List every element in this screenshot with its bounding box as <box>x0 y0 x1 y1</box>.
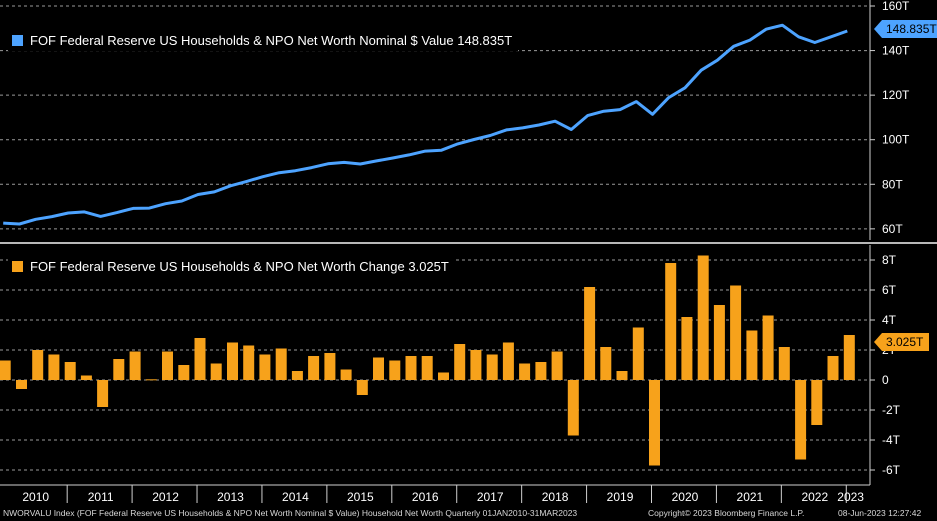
top-ytick-label: 80T <box>882 177 903 191</box>
x-tick-label: 2020 <box>672 490 699 504</box>
x-tick-label: 2012 <box>152 490 179 504</box>
change-bar <box>470 350 482 380</box>
change-bar <box>421 356 433 380</box>
footer-timestamp: 08-Jun-2023 12:27:42 <box>838 508 922 518</box>
change-bar <box>145 379 157 381</box>
x-tick-label: 2014 <box>282 490 309 504</box>
legend-bottom-swatch <box>12 260 23 272</box>
top-ytick-label: 60T <box>882 222 903 236</box>
legend-top-swatch <box>12 34 23 46</box>
legend-bottom-label: FOF Federal Reserve US Households & NPO … <box>30 258 449 274</box>
change-bar <box>64 362 76 380</box>
change-bar <box>713 305 725 380</box>
change-bar <box>227 342 238 380</box>
change-bar <box>649 380 660 466</box>
change-bar <box>600 347 612 380</box>
change-bar <box>632 327 644 380</box>
change-bar <box>616 371 628 380</box>
x-tick-label: 2011 <box>88 490 114 504</box>
change-bar <box>697 255 709 380</box>
x-tick-label: 2017 <box>477 490 504 504</box>
change-bar <box>486 354 498 380</box>
bottom-ytick-label: 4T <box>882 313 897 327</box>
change-bar <box>535 362 547 380</box>
change-bar <box>811 380 823 425</box>
bottom-panel: -6T-4T-2T02T4T6T8T <box>0 245 901 485</box>
bottom-ytick-label: 0 <box>882 373 889 387</box>
top-ytick-label: 100T <box>882 133 910 147</box>
change-bar <box>80 375 92 380</box>
change-bar <box>178 365 190 380</box>
change-bar <box>584 287 596 380</box>
bottom-ytick-label: 6T <box>882 283 897 297</box>
net-worth-line <box>3 23 848 226</box>
change-bar <box>405 356 417 380</box>
change-bar <box>162 351 173 380</box>
change-bar <box>454 344 466 380</box>
change-bar <box>827 356 839 380</box>
change-bar <box>438 372 449 380</box>
footer-copyright: Copyright© 2023 Bloomberg Finance L.P. <box>648 508 805 518</box>
change-bar <box>113 359 125 380</box>
change-bar <box>681 317 693 380</box>
x-tick-label: 2018 <box>542 490 569 504</box>
legend-bottom: FOF Federal Reserve US Households & NPO … <box>8 255 455 277</box>
change-bar <box>324 353 336 380</box>
change-bar <box>48 354 60 380</box>
x-tick-label: 2013 <box>217 490 244 504</box>
x-tick-label: 2010 <box>22 490 49 504</box>
x-tick-label: 2023 <box>837 490 864 504</box>
bottom-ytick-label: 8T <box>882 253 897 267</box>
change-bar <box>567 380 579 436</box>
change-bar <box>0 360 11 380</box>
legend-top: FOF Federal Reserve US Households & NPO … <box>8 29 519 51</box>
change-bar <box>129 351 141 380</box>
change-bar <box>795 380 807 460</box>
last-value-tag-bottom: 3.025T <box>873 333 930 351</box>
top-ytick-label: 160T <box>882 0 910 13</box>
bottom-ytick-label: -2T <box>882 403 901 417</box>
change-bar <box>275 348 287 380</box>
change-bar <box>32 350 44 380</box>
footer-description: NWORVALU Index (FOF Federal Reserve US H… <box>3 508 578 518</box>
last-value-tag-top: 148.835T <box>874 20 937 38</box>
top-ytick-label: 140T <box>882 44 910 58</box>
bottom-ytick-label: -4T <box>882 433 901 447</box>
change-bar <box>389 360 401 380</box>
change-bar <box>308 356 320 380</box>
change-bar <box>243 345 255 380</box>
change-bar <box>665 263 677 380</box>
change-bar <box>762 315 774 380</box>
change-bar <box>291 371 303 380</box>
change-bar <box>843 335 855 380</box>
x-tick-label: 2021 <box>737 490 764 504</box>
change-bar <box>97 380 109 407</box>
x-tick-label: 2015 <box>347 490 374 504</box>
change-bar <box>340 369 352 380</box>
change-bar <box>519 363 531 380</box>
bottom-ytick-label: -6T <box>882 463 901 477</box>
change-bar <box>16 380 27 389</box>
change-bar <box>194 338 206 380</box>
change-bar <box>356 380 368 395</box>
change-bar <box>502 342 514 380</box>
x-tick-label: 2019 <box>607 490 634 504</box>
change-bar <box>730 285 742 380</box>
change-bar <box>210 363 222 380</box>
top-ytick-label: 120T <box>882 88 910 102</box>
x-axis: 2010 2011 2012 2013 2014 2015 2016 2017 2018 2019… <box>0 484 870 504</box>
change-bar <box>373 357 384 380</box>
change-bar <box>551 351 563 380</box>
change-bar <box>746 330 758 380</box>
x-tick-label: 2016 <box>412 490 439 504</box>
legend-top-label: FOF Federal Reserve US Households & NPO … <box>30 32 513 48</box>
change-bar <box>259 354 271 380</box>
change-bar <box>778 347 790 380</box>
x-tick-label: 2022 <box>801 490 828 504</box>
footer: NWORVALU Index (FOF Federal Reserve US H… <box>0 505 937 521</box>
